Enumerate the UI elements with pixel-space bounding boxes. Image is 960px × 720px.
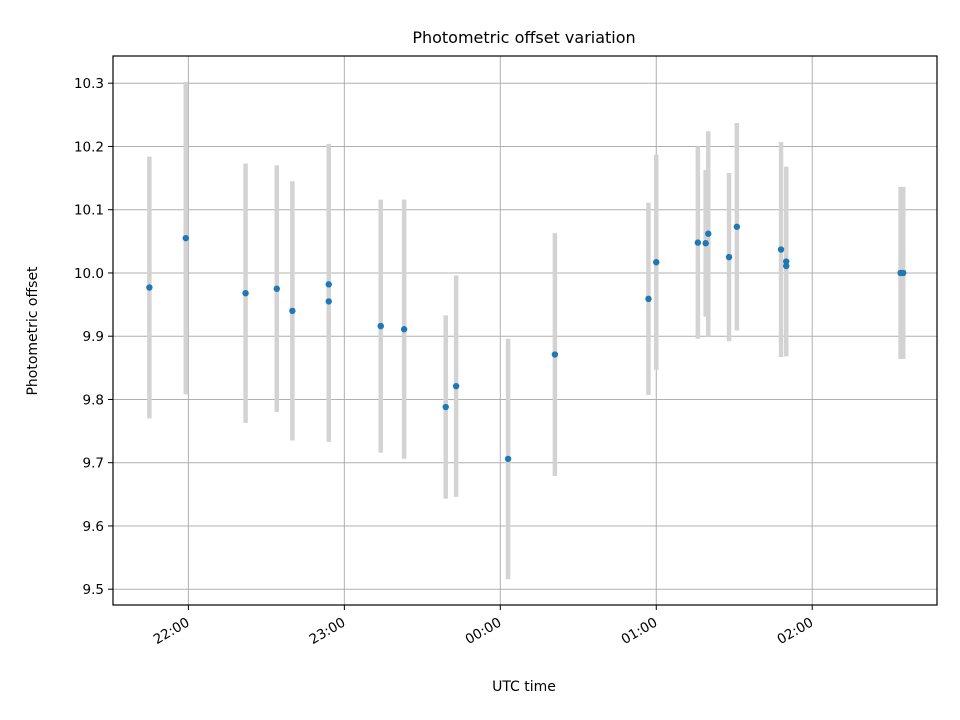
data-point <box>273 285 280 292</box>
data-point <box>452 382 460 390</box>
data-point <box>325 298 332 305</box>
data-point <box>725 253 733 261</box>
data-point <box>242 289 249 297</box>
data-point <box>702 240 709 247</box>
data-point <box>289 307 296 315</box>
y-tick-label: 9.9 <box>83 329 104 345</box>
y-tick-label: 10.2 <box>74 139 104 155</box>
data-points <box>146 223 907 463</box>
x-axis-label: UTC time <box>492 679 556 695</box>
y-axis-label: Photometric offset <box>25 266 41 396</box>
data-point <box>645 295 652 303</box>
y-tick-label: 10.1 <box>74 203 104 219</box>
chart-title: Photometric offset variation <box>412 28 635 47</box>
y-tick-label: 10.0 <box>74 266 104 282</box>
data-point <box>442 403 449 411</box>
data-point <box>705 230 712 237</box>
data-point <box>783 262 790 270</box>
data-point <box>777 246 785 253</box>
plot-frame <box>112 55 938 606</box>
data-point <box>504 455 512 463</box>
data-point <box>551 351 559 358</box>
data-point <box>653 258 660 266</box>
y-axis-ticks: 9.5 9.6 9.7 9.8 9.9 10.0 10.1 10.2 10.3 <box>74 76 113 598</box>
grid <box>113 56 937 605</box>
data-point <box>900 269 907 277</box>
y-tick-label: 9.7 <box>83 456 104 472</box>
data-point <box>783 258 790 265</box>
data-point <box>182 234 189 242</box>
data-point <box>400 326 408 333</box>
y-tick-label: 10.3 <box>74 76 104 92</box>
data-point <box>377 322 384 330</box>
y-tick-label: 9.6 <box>83 519 104 535</box>
data-point <box>694 239 702 246</box>
data-point <box>733 223 741 230</box>
data-point <box>146 284 153 291</box>
data-point <box>325 281 332 288</box>
y-tick-label: 9.8 <box>83 392 104 408</box>
y-tick-label: 9.5 <box>83 582 104 598</box>
